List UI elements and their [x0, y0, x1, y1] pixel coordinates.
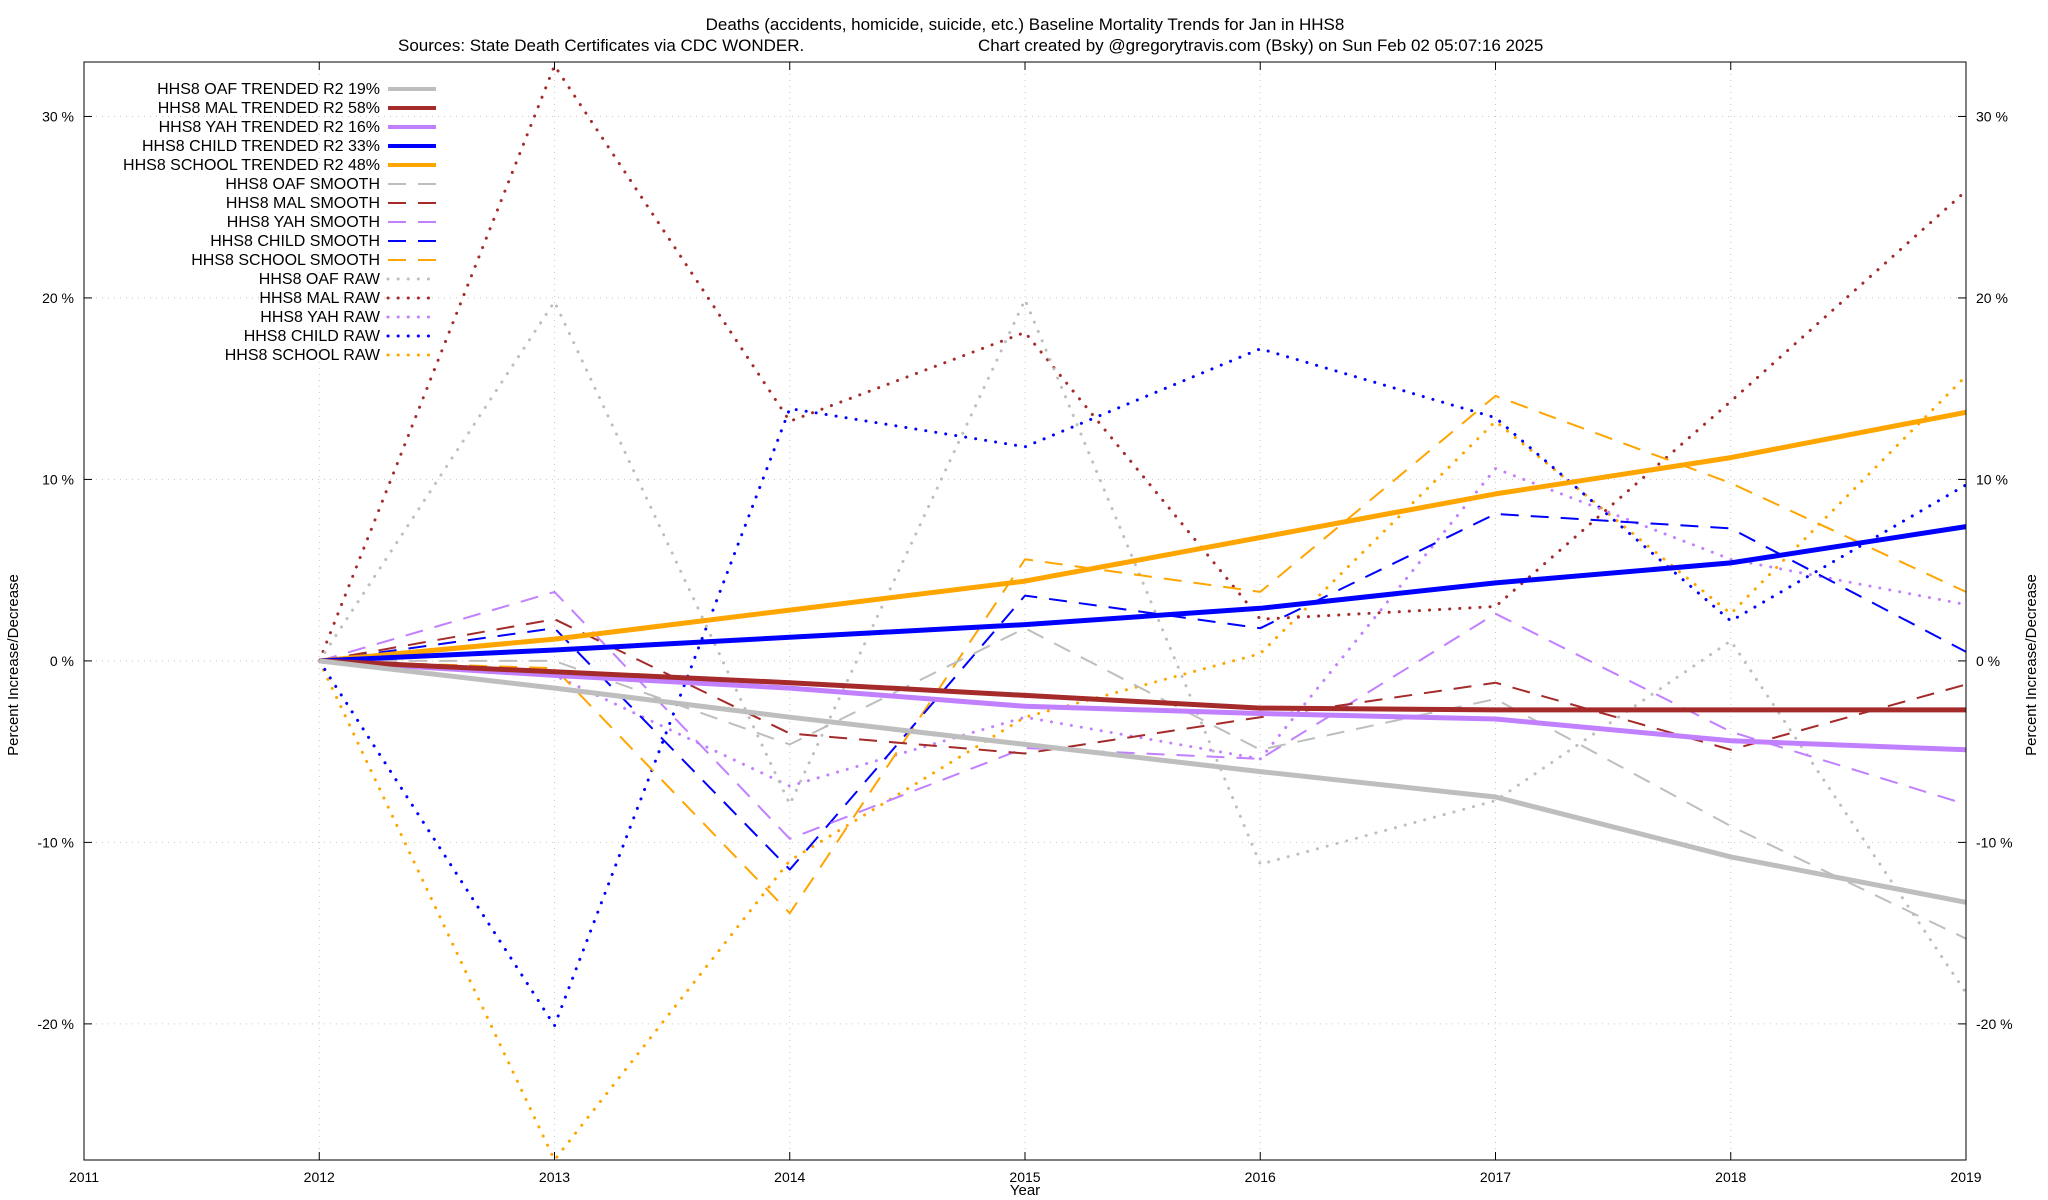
legend-label: HHS8 SCHOOL TRENDED R2 48%	[123, 157, 380, 174]
y-tick-label-left: -10 %	[37, 834, 74, 850]
plot-frame	[83, 61, 1967, 1161]
legend-label: HHS8 YAH RAW	[260, 309, 381, 326]
x-tick-label: 2016	[1245, 1169, 1276, 1185]
legend-label: HHS8 OAF RAW	[259, 271, 381, 288]
chart-subtitle-credit: Chart created by @gregorytravis.com (Bsk…	[978, 36, 1543, 55]
x-tick-label: 2019	[1950, 1169, 1981, 1185]
y-tick-label-left: -20 %	[37, 1016, 74, 1032]
x-tick-label: 2018	[1715, 1169, 1746, 1185]
y-tick-label-left: 30 %	[42, 108, 74, 124]
legend-label: HHS8 SCHOOL RAW	[225, 347, 381, 364]
legend-label: HHS8 CHILD TRENDED R2 33%	[142, 138, 380, 155]
y-tick-label-right: 20 %	[1976, 290, 2008, 306]
series-line	[319, 524, 1967, 664]
series-line	[319, 658, 1967, 905]
chart-title: Deaths (accidents, homicide, suicide, et…	[706, 15, 1345, 34]
legend-label: HHS8 SCHOOL SMOOTH	[191, 252, 380, 269]
x-tick-label: 2015	[1009, 1169, 1040, 1185]
series-line	[319, 409, 1967, 664]
y-tick-label-right: 0 %	[1976, 653, 2000, 669]
y-tick-label-right: -20 %	[1976, 1016, 2013, 1032]
axes: 2011 2012 2013 2014 2015 2016 2017 2018 2019 -20 …	[37, 62, 2013, 1185]
y-axis-label-right: Percent Increase/Decrease	[2023, 574, 2040, 756]
legend-label: HHS8 YAH SMOOTH	[227, 214, 380, 231]
y-tick-label-right: -10 %	[1976, 834, 2013, 850]
legend-label: HHS8 MAL TRENDED R2 58%	[158, 100, 380, 117]
x-tick-label: 2014	[774, 1169, 805, 1185]
series-line	[319, 590, 1967, 840]
y-tick-label-right: 30 %	[1976, 108, 2008, 124]
series-line	[317, 298, 1968, 995]
x-tick-label: 2011	[69, 1169, 99, 1185]
series-line	[317, 64, 1968, 663]
x-tick-label: 2017	[1480, 1169, 1511, 1185]
series-line	[317, 374, 1968, 1162]
y-tick-label-left: 0 %	[50, 653, 74, 669]
series-lines	[317, 64, 1968, 1162]
legend-label: HHS8 CHILD RAW	[244, 328, 381, 345]
series-line	[319, 658, 1967, 753]
legend: HHS8 OAF TRENDED R2 19% HHS8 MAL TRENDED …	[123, 81, 438, 364]
y-tick-label-right: 10 %	[1976, 471, 2008, 487]
x-tick-label: 2012	[304, 1169, 335, 1185]
legend-label: HHS8 YAH TRENDED R2 16%	[159, 119, 380, 136]
chart-subtitle-sources: Sources: State Death Certificates via CD…	[398, 36, 804, 55]
legend-label: HHS8 CHILD SMOOTH	[210, 233, 380, 250]
series-line	[319, 658, 1966, 713]
legend-label: HHS8 OAF SMOOTH	[225, 176, 380, 193]
y-axis-label-left: Percent Increase/Decrease	[5, 574, 22, 756]
legend-label: HHS8 MAL RAW	[259, 290, 381, 307]
x-axis-label: Year	[1010, 1182, 1040, 1199]
x-tick-label: 2013	[539, 1169, 570, 1185]
y-tick-label-left: 10 %	[42, 471, 74, 487]
legend-label: HHS8 OAF TRENDED R2 19%	[157, 81, 380, 98]
plot-border	[83, 61, 1967, 1161]
series-line	[317, 347, 1968, 1028]
y-tick-label-left: 20 %	[42, 290, 74, 306]
series-line	[319, 512, 1967, 871]
legend-label: HHS8 MAL SMOOTH	[226, 195, 380, 212]
series-line	[319, 394, 1967, 915]
